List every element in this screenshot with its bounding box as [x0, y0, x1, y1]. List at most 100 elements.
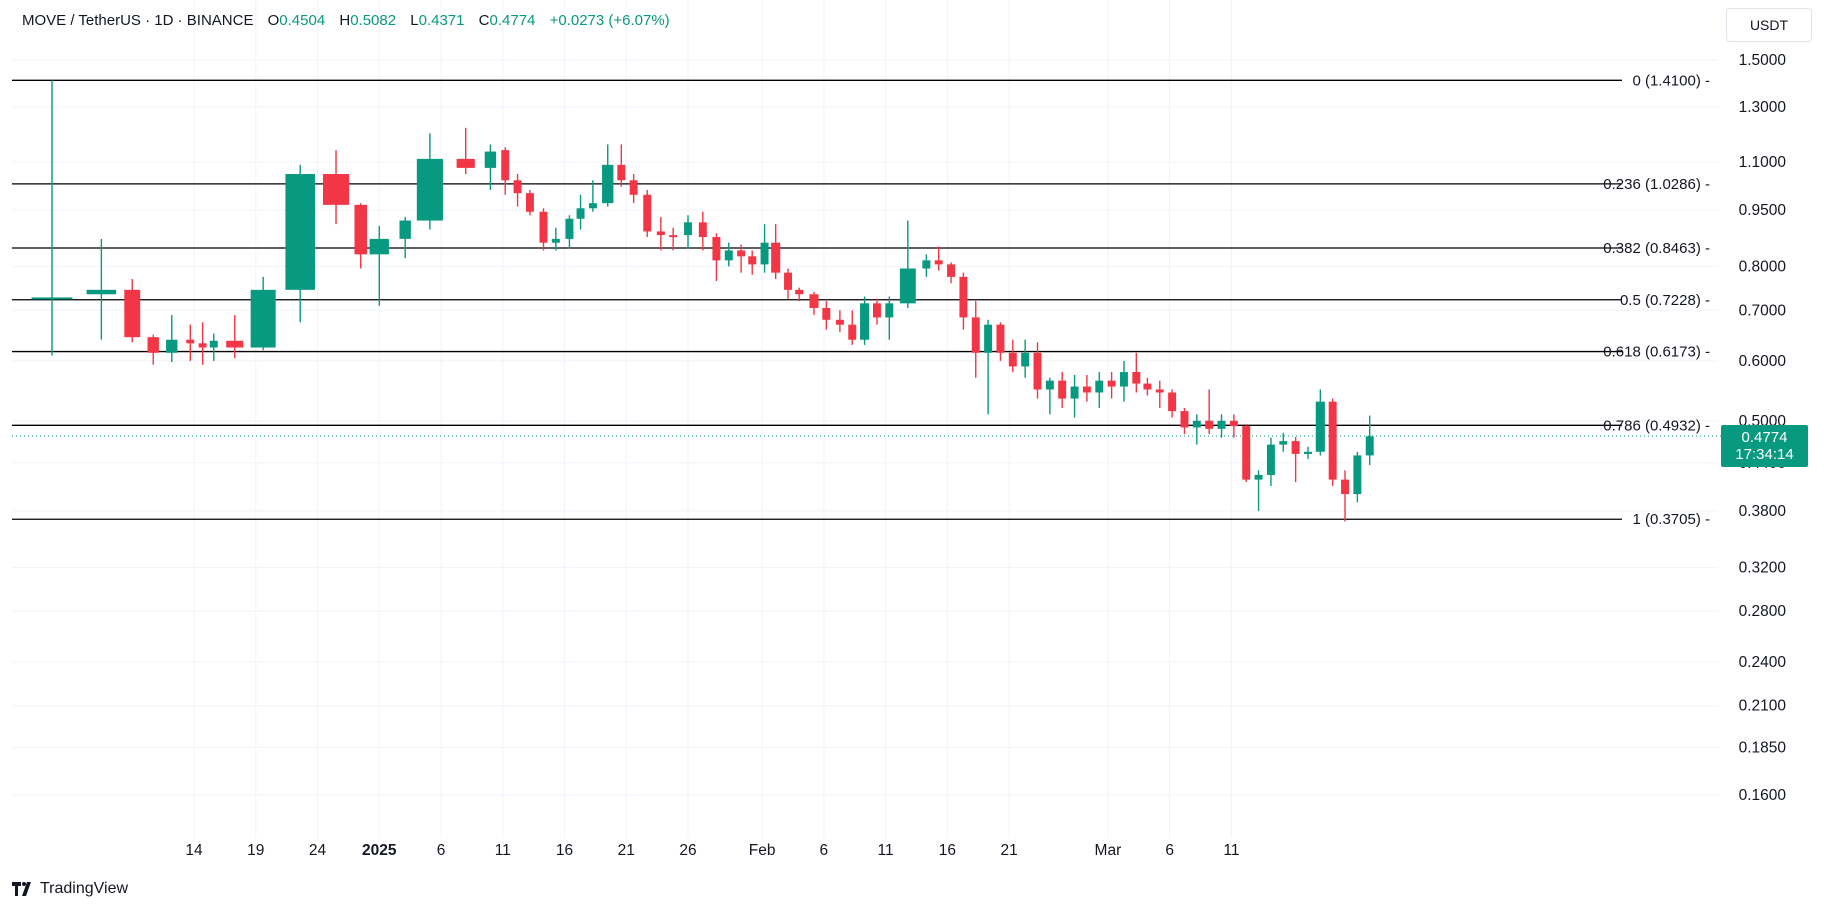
candle: [1180, 407, 1189, 435]
symbol-title[interactable]: MOVE / TetherUS · 1D · BINANCE: [22, 12, 254, 29]
time-tick-label: 16: [556, 842, 573, 859]
candle: [669, 227, 678, 251]
candle: [124, 278, 141, 343]
candle: [1132, 352, 1141, 393]
candle-body: [513, 180, 522, 194]
candle-body: [698, 222, 707, 238]
candle-body: [872, 303, 881, 318]
candle: [959, 272, 968, 330]
candle-body: [198, 343, 207, 348]
fib-level-label: 0.618 (0.6173) -: [1603, 344, 1710, 361]
candle-body: [369, 238, 389, 255]
candle: [285, 164, 315, 323]
time-tick-label: 21: [1000, 842, 1017, 859]
candle: [1315, 389, 1325, 456]
candle: [1254, 470, 1263, 511]
candle-body: [1095, 380, 1104, 393]
candle-body: [835, 319, 844, 325]
candle: [1242, 424, 1251, 482]
candle-body: [934, 260, 943, 265]
last-price-label: 0.4774 17:34:14: [1721, 425, 1808, 467]
time-tick-label: 2025: [362, 842, 397, 859]
candle: [934, 246, 943, 271]
candle-body: [31, 297, 73, 300]
candle-body: [996, 324, 1005, 353]
candle-body: [684, 222, 692, 236]
candle-body: [1058, 380, 1067, 399]
candle-body: [1180, 411, 1189, 428]
candle: [1033, 342, 1042, 399]
candle-body: [629, 180, 638, 195]
currency-unit-button[interactable]: USDT: [1726, 8, 1812, 42]
time-tick-label: Mar: [1095, 842, 1122, 859]
candle-body: [147, 337, 159, 353]
candle-body: [602, 164, 614, 204]
candle-body: [1303, 451, 1312, 454]
candle: [525, 189, 534, 216]
candle: [1205, 389, 1214, 435]
time-tick-label: 6: [820, 842, 829, 859]
candle-body: [1291, 441, 1300, 454]
price-tick-label: 0.1600: [1739, 787, 1787, 804]
time-tick-label: 11: [495, 842, 511, 859]
time-tick-label: 19: [247, 842, 264, 859]
candle-body: [322, 174, 350, 205]
candle: [565, 215, 574, 249]
candle-body: [1143, 383, 1152, 390]
close-value: 0.4774: [489, 12, 536, 29]
fib-retracement[interactable]: 0 (1.4100) - 0.236 (1.0286) - 0.382 (0.846…: [12, 72, 1722, 528]
candle: [1291, 436, 1300, 482]
candle: [484, 144, 497, 190]
candle-body: [166, 339, 178, 353]
bar-countdown: 17:34:14: [1735, 446, 1794, 463]
price-tick-label: 0.7000: [1739, 302, 1787, 319]
candle: [1328, 398, 1337, 486]
candle: [947, 262, 956, 284]
candle: [1082, 374, 1091, 402]
candle-body: [1192, 420, 1201, 428]
last-price-value: 0.4774: [1741, 429, 1788, 446]
candle: [617, 144, 626, 187]
price-axis[interactable]: 1.5000 1.3000 1.1000 0.9500 0.8000 0.7000 0.60…: [1739, 52, 1787, 804]
candle-body: [124, 289, 141, 338]
candle-body: [848, 324, 857, 340]
candle: [576, 194, 585, 230]
candle: [748, 250, 757, 275]
candle-body: [1254, 474, 1263, 480]
time-axis[interactable]: 14 19 24 2025 6 11 16 21 26 Feb 6 11 16 21 Mar 6 11: [185, 842, 1239, 859]
brand-name: TradingView: [40, 880, 129, 897]
candle-body: [724, 250, 733, 261]
candle-body: [822, 307, 831, 320]
candle: [1353, 451, 1362, 503]
price-tick-label: 1.5000: [1739, 52, 1787, 69]
open-value: 0.4504: [279, 12, 326, 29]
candle: [771, 224, 781, 279]
candle: [1279, 432, 1288, 452]
candle-body: [656, 231, 665, 236]
candle-body: [1328, 401, 1337, 480]
candle: [186, 324, 195, 361]
candle-body: [984, 324, 993, 353]
candle: [369, 225, 389, 306]
candle-body: [1045, 380, 1054, 390]
candle: [147, 334, 159, 365]
candle: [1266, 437, 1275, 486]
candle-body: [226, 340, 244, 348]
candle: [209, 333, 218, 361]
candle: [1192, 414, 1201, 445]
candle-body: [565, 218, 574, 239]
price-tick-label: 0.2100: [1739, 698, 1787, 715]
candle: [198, 322, 207, 365]
candle-body: [1353, 455, 1362, 495]
tradingview-logo[interactable]: TradingView: [12, 880, 128, 898]
fib-level-label: 0 (1.4100) -: [1632, 72, 1710, 89]
candle-body: [354, 204, 367, 255]
price-tick-label: 1.1000: [1739, 154, 1787, 171]
candle: [784, 268, 793, 299]
candle-body: [551, 238, 560, 243]
candle: [354, 203, 367, 269]
candle: [501, 147, 510, 195]
candle-body: [1365, 436, 1374, 456]
candle: [31, 80, 73, 356]
